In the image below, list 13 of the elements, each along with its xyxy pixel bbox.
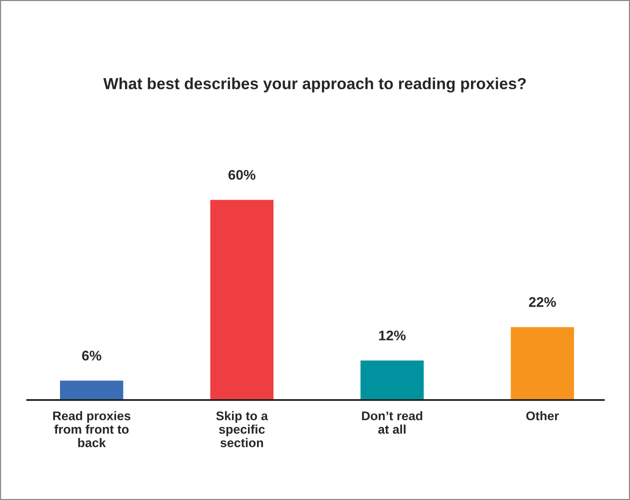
x-tick-label: Other [526,411,559,420]
x-tick-label: Skip to a specific section [216,411,268,448]
data-label: 22% [528,297,556,307]
bar [208,198,275,400]
chart-title: What best describes your approach to reading proxies? [103,78,526,92]
bar [58,379,125,400]
x-tick-label: Read proxies from front to back [53,411,130,448]
data-label: 60% [228,170,256,180]
data-label: 6% [82,350,102,361]
bar [359,359,426,400]
x-tick-label: Don’t read at all [362,411,422,434]
bar [509,326,576,400]
data-label: 12% [379,330,406,340]
